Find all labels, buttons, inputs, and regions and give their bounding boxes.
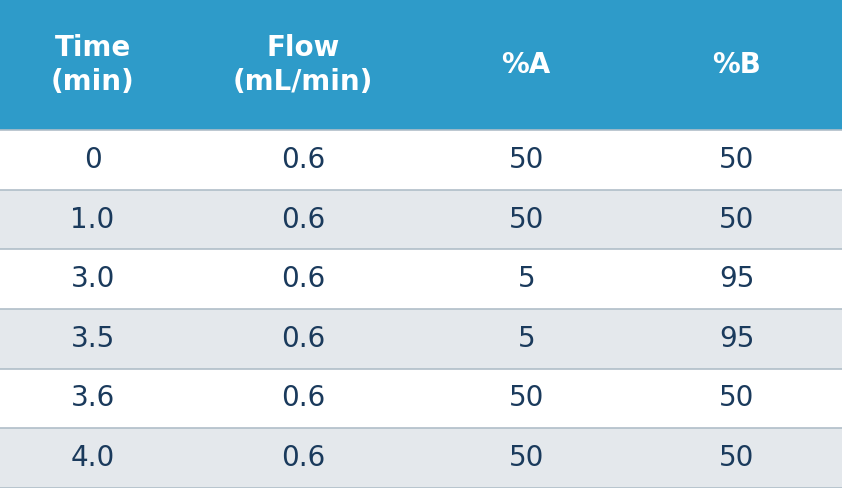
Bar [0,190,842,249]
Text: 50: 50 [719,205,754,233]
Text: 0.6: 0.6 [281,325,325,353]
Text: 50: 50 [509,385,544,412]
Text: 1.0: 1.0 [71,205,115,233]
Bar [0,249,842,309]
Text: 50: 50 [509,146,544,174]
Text: 95: 95 [719,265,754,293]
Text: 5: 5 [518,325,535,353]
Text: 4.0: 4.0 [71,444,115,472]
Text: 50: 50 [719,385,754,412]
Text: 0.6: 0.6 [281,385,325,412]
Bar [0,309,842,368]
Text: 5: 5 [518,265,535,293]
Text: 0.6: 0.6 [281,205,325,233]
Text: Time
(min): Time (min) [51,34,135,96]
Text: 95: 95 [719,325,754,353]
Bar [0,0,842,130]
Text: 3.6: 3.6 [71,385,115,412]
Text: 3.5: 3.5 [71,325,115,353]
Text: 3.0: 3.0 [71,265,115,293]
Text: 0.6: 0.6 [281,146,325,174]
Text: 50: 50 [719,444,754,472]
Text: 0: 0 [83,146,102,174]
Text: 50: 50 [509,444,544,472]
Bar [0,368,842,428]
Text: Flow
(mL/min): Flow (mL/min) [233,34,373,96]
Text: 50: 50 [719,146,754,174]
Text: 0.6: 0.6 [281,444,325,472]
Text: 0.6: 0.6 [281,265,325,293]
Text: 50: 50 [509,205,544,233]
Text: %A: %A [502,51,551,79]
Text: %B: %B [712,51,761,79]
Bar [0,130,842,190]
Bar [0,428,842,488]
